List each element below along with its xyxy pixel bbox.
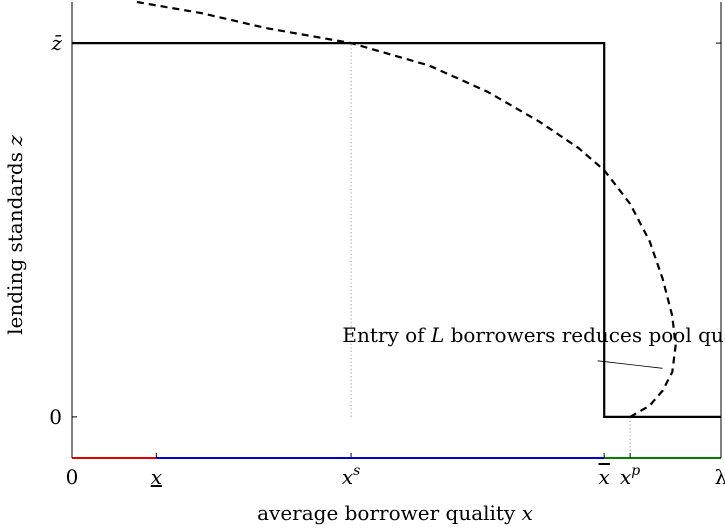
x-axis-label: average borrower quality x xyxy=(257,501,533,525)
annotation-pointer xyxy=(597,360,663,369)
y-tick-label: z̄ xyxy=(50,31,62,55)
solid-step-line xyxy=(72,42,721,418)
annotation-text: Entry of L borrowers reduces pool qualit… xyxy=(342,323,725,347)
dashed-curve xyxy=(136,0,677,418)
x-tick-label: x xyxy=(599,465,610,489)
x-tick-label: xs xyxy=(342,463,360,489)
x-tick-label: xp xyxy=(620,463,640,489)
x-tick-label: 0 xyxy=(66,465,79,489)
y-tick-label: 0 xyxy=(49,405,62,429)
x-tick-label: x xyxy=(151,465,162,489)
x-tick-label: λ xyxy=(715,465,725,489)
y-axis-label: lending standards z xyxy=(3,135,27,335)
